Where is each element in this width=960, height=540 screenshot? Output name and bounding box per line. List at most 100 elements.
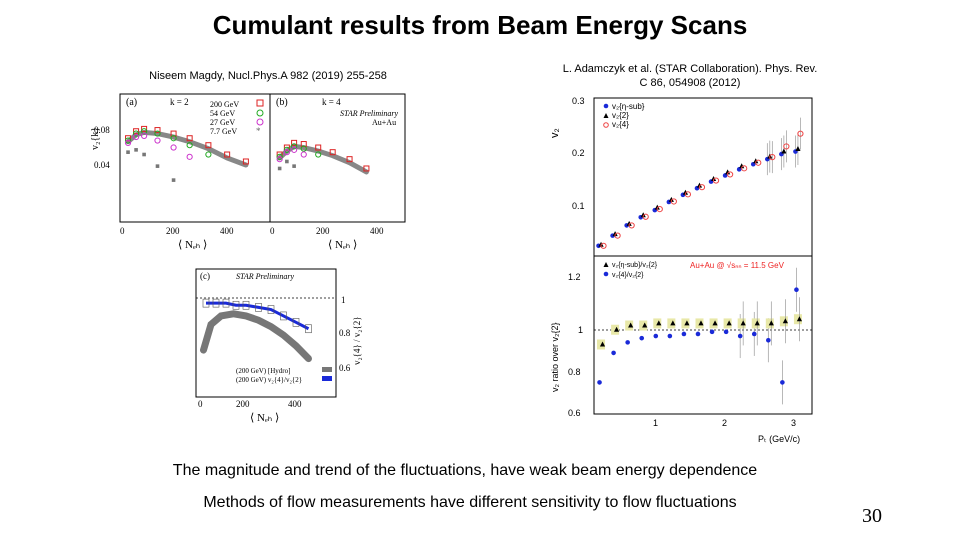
marker-top-s2-p9 — [727, 171, 734, 178]
xtick-b-400: 400 — [370, 226, 384, 236]
marker-bottom-s1-p1 — [613, 326, 620, 332]
marker-0-s2-p1 — [132, 133, 140, 141]
marker-1-s0-p6 — [346, 156, 353, 163]
marker-top-s2-p8 — [712, 177, 720, 184]
marker-top-s2-p5 — [670, 198, 677, 205]
xlabel-b: ⟨ Nₑₕ ⟩ — [328, 239, 357, 251]
caption-line-1: The magnitude and trend of the fluctuati… — [172, 462, 758, 479]
marker-1-s2-p2 — [291, 146, 298, 153]
marker-0-s1-p3 — [154, 130, 161, 137]
xtick-c-0: 0 — [198, 399, 203, 409]
legend-54: 54 GeV — [210, 109, 235, 118]
legend-bottom-marker-v24 — [603, 271, 609, 277]
legend-bottom-etasub: v₂{η-sub}/v₂{2} — [612, 262, 658, 269]
system-label-b: Au+Au — [372, 118, 396, 127]
xtick-r-3: 3 — [791, 418, 796, 428]
marker-0-s3-p0 — [126, 150, 130, 154]
marker-top-s2-p12 — [769, 154, 776, 161]
top-ytick-03: 0.3 — [572, 96, 585, 106]
legend-c-hydro-swatch — [322, 367, 332, 372]
sys-box-c-7 — [280, 311, 287, 321]
marker-top-s1-p6 — [682, 189, 689, 195]
marker-top-s1-p13 — [781, 148, 787, 154]
xlabel-a: ⟨ Nₑₕ ⟩ — [178, 239, 207, 251]
legend-top-v24: v₂{4} — [612, 120, 629, 129]
marker-0-s1-p0 — [124, 137, 132, 144]
xtick-a-0: 0 — [120, 226, 125, 236]
legend-marker-27 — [256, 118, 264, 126]
bottom-ytick-12: 1.2 — [568, 272, 581, 282]
data-line-c — [206, 301, 310, 331]
panel-b-frame — [269, 93, 406, 223]
marker-bottom-s0-p11 — [751, 331, 757, 337]
marker-bottom-s1-p4 — [656, 320, 662, 326]
k4-label: k = 4 — [322, 97, 341, 107]
marker-bottom-s0-p3 — [639, 335, 645, 341]
marker-0-s2-p4 — [170, 144, 177, 151]
marker-bottom-s1-p13 — [782, 318, 788, 324]
marker-bottom-s0-p13 — [780, 380, 785, 385]
legend-bottom: v₂{η-sub}/v₂{2} v₂{4}/v₂{2} — [603, 262, 658, 279]
marker-0-s0-p3 — [154, 127, 161, 134]
legend-bottom-marker-etasub — [603, 262, 609, 267]
marker-bottom-s1-p12 — [768, 320, 774, 326]
legend-c-hydro: (200 GeV) [Hydro] — [236, 367, 290, 375]
citation-left: Niseem Magdy, Nucl.Phys.A 982 (2019) 255… — [149, 70, 387, 82]
marker-top-s1-p8 — [710, 176, 717, 182]
marker-top-s2-p3 — [642, 213, 649, 220]
marker-0-s1-p1 — [132, 130, 140, 137]
marker-1-s2-p1 — [283, 149, 290, 156]
ytick-008: 0.08 — [94, 125, 110, 135]
panel-c-frame — [195, 268, 337, 398]
sys-box-c-1 — [212, 298, 220, 308]
marker-bottom-s1-p9 — [726, 320, 732, 326]
marker-0-s0-p8 — [242, 158, 249, 165]
marker-top-s2-p10 — [741, 165, 748, 172]
marker-bottom-s1-p11 — [754, 320, 760, 326]
marker-top-s2-p14 — [797, 130, 804, 137]
marker-top-s1-p2 — [626, 220, 632, 226]
figure-v2-pt: 0.3 0.2 0.1 v₂ v₂{η-sub} v₂{2} v₂{4} 1.2… — [540, 92, 820, 452]
marker-0-s0-p1 — [133, 128, 140, 135]
marker-0-s2-p2 — [141, 132, 148, 139]
sys-box-c-4 — [242, 300, 250, 310]
star-prelim-b: STAR Preliminary — [340, 109, 398, 118]
marker-bottom-s0-p14 — [794, 287, 799, 293]
marker-bottom-s0-p5 — [667, 333, 673, 339]
marker-1-s1-p3 — [300, 145, 307, 152]
legend-c-data: (200 GeV) v₂{4}/v₂{2} — [236, 376, 302, 384]
marker-0-s1-p4 — [170, 135, 177, 142]
ytick-004: 0.04 — [94, 160, 110, 170]
marker-0-s0-p7 — [224, 151, 231, 158]
xlabel-r: Pₜ (GeV/c) — [758, 434, 800, 444]
marker-bottom-s0-p7 — [695, 331, 701, 337]
bottom-ytick-08: 0.8 — [568, 367, 581, 377]
bottom-panel-frame — [593, 255, 813, 415]
ytick-c-08: 0.8 — [339, 328, 351, 338]
marker-bottom-s1-p5 — [670, 320, 676, 326]
sys-box-c-5 — [255, 303, 262, 312]
marker-1-s1-p1 — [283, 146, 290, 153]
sys-box-c-2 — [222, 298, 230, 308]
plot-area-r — [596, 117, 804, 405]
marker-top-s2-p1 — [614, 232, 621, 239]
plot-area-ab — [124, 125, 370, 182]
caption-line-2: Methods of flow measurements have differ… — [203, 494, 737, 511]
ytick-c-06: 0.6 — [339, 363, 351, 373]
marker-0-s2-p5 — [186, 153, 193, 160]
figure-v2-ratio-c: (c) STAR Preliminary 1 0.8 0.6 v₂{4} / v… — [188, 265, 363, 425]
legend-200: 200 GeV — [210, 100, 239, 109]
top-ytick-02: 0.2 — [572, 148, 585, 158]
marker-top-s1-p9 — [725, 169, 731, 175]
sys-box-c-0 — [202, 298, 210, 308]
marker-bottom-s1-p6 — [684, 320, 690, 326]
marker-bottom-s1-p7 — [698, 320, 704, 326]
slide-title: Cumulant results from Beam Energy Scans — [212, 10, 748, 40]
sys-box-c-8 — [292, 318, 300, 327]
marker-0-s0-p6 — [205, 142, 212, 149]
marker-bottom-s1-p3 — [642, 322, 648, 328]
marker-0-s3-p4 — [171, 178, 176, 182]
marker-1-s3-p2 — [292, 164, 296, 168]
xtick-c-400: 400 — [288, 399, 302, 409]
marker-1-s0-p4 — [315, 144, 322, 151]
